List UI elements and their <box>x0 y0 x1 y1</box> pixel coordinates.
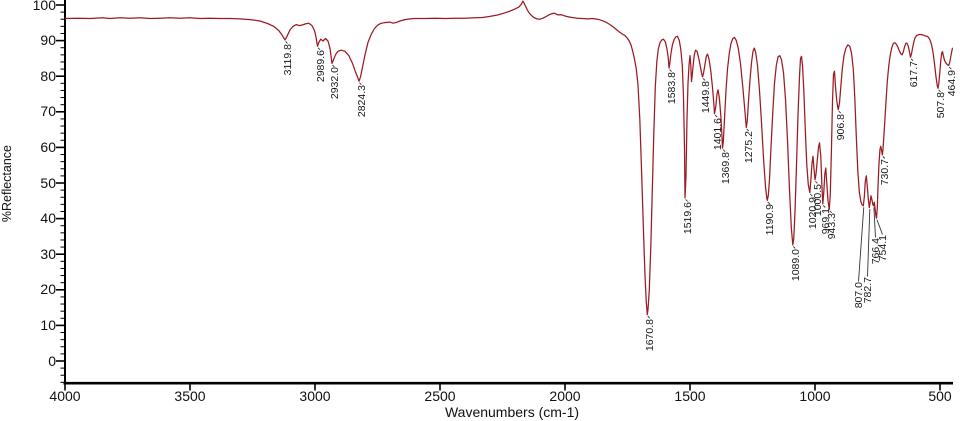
x-axis-title: Wavenumbers (cm-1) <box>444 404 580 420</box>
tick-or-axis-line <box>838 110 842 114</box>
y-tick-label-50: 50 <box>40 174 56 191</box>
tick-or-axis-line <box>767 201 771 205</box>
peak-label-464.9: 464.9 <box>945 69 958 96</box>
tick-or-axis-line <box>317 47 321 51</box>
spectrum-curve <box>64 0 954 316</box>
peak-label-730.7: 730.7 <box>879 158 892 186</box>
tick-or-axis-line <box>882 156 886 159</box>
x-tick-label-500: 500 <box>928 388 952 404</box>
tick-or-axis-line <box>647 315 651 319</box>
peak-label-1190.9: 1190.9 <box>764 204 777 236</box>
y-axis-title: %Reflectance <box>0 145 14 223</box>
peak-label-943.3: 943.3 <box>826 213 839 240</box>
y-tick-label-90: 90 <box>40 32 56 49</box>
x-tick-label-1500: 1500 <box>674 388 706 404</box>
tick-or-axis-line <box>876 219 883 235</box>
peak-label-754.1: 754.1 <box>877 235 889 262</box>
y-tick-label-60: 60 <box>40 138 56 155</box>
tick-or-axis-line <box>332 64 335 68</box>
tick-or-axis-line <box>867 209 871 277</box>
tick-or-axis-line <box>792 246 796 249</box>
tick-or-axis-line <box>669 69 672 72</box>
peak-label-3119.8: 3119.8 <box>282 43 295 76</box>
y-tick-label-20: 20 <box>40 281 56 298</box>
x-tick-label-1000: 1000 <box>799 388 831 404</box>
tick-or-axis-line <box>285 41 288 44</box>
tick-or-axis-line <box>822 205 826 208</box>
peak-label-906.8: 906.8 <box>835 113 848 140</box>
y-tick-label-100: 100 <box>32 0 56 13</box>
peak-label-2989.6: 2989.6 <box>314 50 327 83</box>
peak-label-2824.3: 2824.3 <box>355 85 368 118</box>
tick-or-axis-line <box>938 89 941 93</box>
x-tick-label-2000: 2000 <box>549 388 581 404</box>
peak-label-782.7: 782.7 <box>862 277 874 304</box>
tick-or-axis-line <box>910 58 914 62</box>
x-tick-label-2500: 2500 <box>424 388 456 404</box>
peak-label-1519.6: 1519.6 <box>682 201 695 235</box>
peak-label-1670.8: 1670.8 <box>644 318 657 351</box>
peak-label-617.7: 617.7 <box>907 61 920 88</box>
y-tick-label-30: 30 <box>40 245 56 262</box>
tick-or-axis-line <box>858 207 865 282</box>
tick-or-axis-line <box>685 199 688 202</box>
tick-or-axis-line <box>359 82 362 86</box>
peak-label-2932.0: 2932.0 <box>329 67 341 100</box>
y-tick-label-10: 10 <box>40 316 56 333</box>
tick-or-axis-line <box>948 66 952 70</box>
tick-or-axis-line <box>746 128 750 132</box>
x-tick-label-3000: 3000 <box>299 388 331 404</box>
peak-label-1449.8: 1449.8 <box>699 80 712 114</box>
y-tick-label-80: 80 <box>40 67 56 84</box>
peak-label-1275.2: 1275.2 <box>743 131 756 164</box>
tick-or-axis-line <box>722 149 726 152</box>
tick-or-axis-line <box>809 193 813 197</box>
peak-label-1401.6: 1401.6 <box>711 117 724 150</box>
peak-label-1089.0: 1089.0 <box>789 248 802 282</box>
tick-or-axis-line <box>829 210 832 214</box>
tick-or-axis-line <box>714 114 718 118</box>
y-tick-label-40: 40 <box>40 210 56 227</box>
tick-or-axis-line <box>873 207 876 238</box>
peak-label-1369.8: 1369.8 <box>719 152 732 185</box>
x-tick-label-4000: 4000 <box>49 388 81 404</box>
peak-label-1583.8: 1583.8 <box>666 72 679 105</box>
y-tick-label-0: 0 <box>48 352 56 369</box>
tick-or-axis-line <box>702 78 706 81</box>
y-tick-label-70: 70 <box>40 103 56 120</box>
tick-or-axis-line <box>815 180 818 184</box>
x-tick-label-3500: 3500 <box>174 388 206 404</box>
